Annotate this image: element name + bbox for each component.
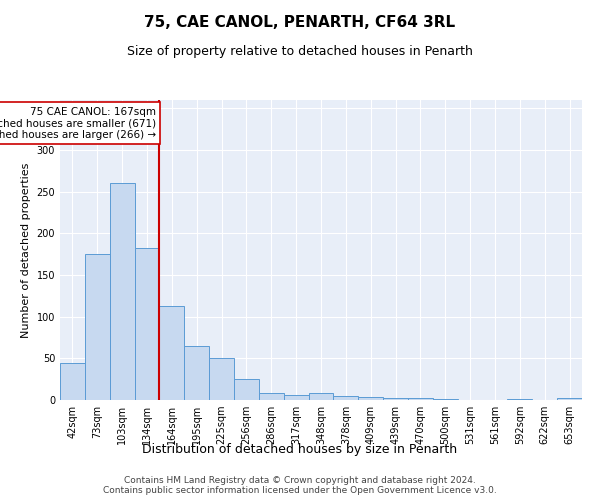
Text: 75 CAE CANOL: 167sqm
← 71% of detached houses are smaller (671)
28% of semi-deta: 75 CAE CANOL: 167sqm ← 71% of detached h… (0, 106, 156, 140)
Text: Size of property relative to detached houses in Penarth: Size of property relative to detached ho… (127, 45, 473, 58)
Bar (209, 358, 234, 400)
Bar (508, 399, 532, 400)
Bar (308, 394, 334, 400)
Bar (408, 398, 433, 400)
Bar (284, 395, 308, 400)
Bar (85, 254, 110, 400)
Bar (134, 248, 160, 400)
Bar (383, 398, 408, 400)
Text: 75, CAE CANOL, PENARTH, CF64 3RL: 75, CAE CANOL, PENARTH, CF64 3RL (145, 15, 455, 30)
Bar (358, 396, 383, 400)
Bar (60, 364, 85, 400)
Bar (184, 346, 209, 400)
Bar (110, 182, 134, 400)
Bar (334, 396, 358, 400)
Y-axis label: Number of detached properties: Number of detached properties (21, 162, 31, 338)
Bar (433, 399, 458, 400)
Bar (234, 379, 259, 400)
Bar (557, 398, 582, 400)
Bar (259, 394, 284, 400)
Text: Contains HM Land Registry data © Crown copyright and database right 2024.
Contai: Contains HM Land Registry data © Crown c… (103, 476, 497, 495)
Text: Distribution of detached houses by size in Penarth: Distribution of detached houses by size … (142, 442, 458, 456)
Bar (160, 306, 184, 400)
